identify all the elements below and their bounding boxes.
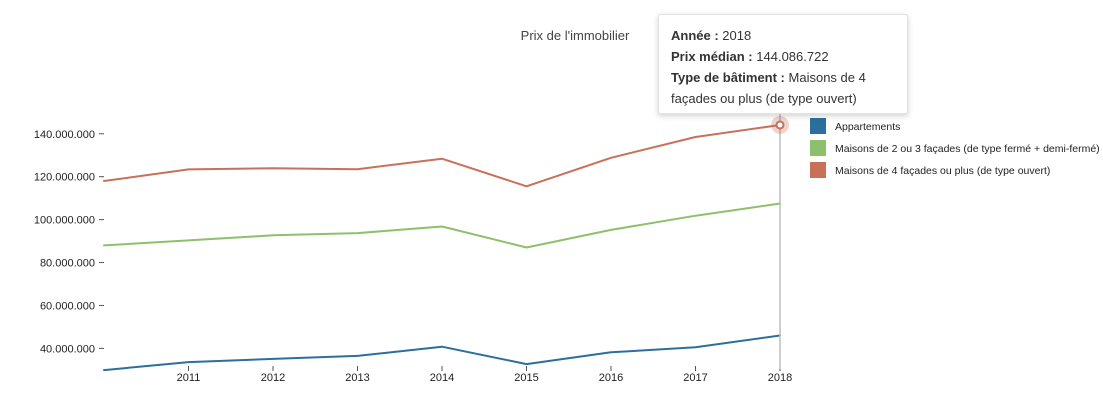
- tooltip-price-value: 144.086.722: [756, 49, 829, 64]
- x-tick-label: 2016: [599, 372, 623, 384]
- legend-label: Appartements: [835, 121, 900, 133]
- y-tick-label: 40.000.000: [40, 343, 95, 355]
- legend-swatch: [810, 118, 826, 134]
- x-tick-label: 2012: [261, 372, 285, 384]
- legend-swatch: [810, 162, 826, 178]
- y-tick-label: 80.000.000: [40, 258, 95, 270]
- x-tick-label: 2014: [430, 372, 454, 384]
- hover-point-marker: [771, 115, 789, 134]
- hover-point-dot: [775, 120, 785, 130]
- x-tick-label: 2011: [177, 372, 201, 384]
- y-tick-label: 100.000.000: [34, 215, 95, 227]
- series-line-1: [103, 202, 781, 249]
- legend-label: Maisons de 2 ou 3 façades (de type fermé…: [835, 143, 1100, 155]
- tooltip-type-row: Type de bâtiment : Maisons de 4 façades …: [671, 67, 895, 109]
- legend-swatch: [810, 140, 826, 156]
- tooltip-price-row: Prix médian : 144.086.722: [671, 46, 895, 67]
- legend: Appartements Maisons de 2 ou 3 façades (d…: [810, 118, 1100, 178]
- y-tick-label: 120.000.000: [34, 172, 95, 184]
- legend-label: Maisons de 4 façades ou plus (de type ou…: [835, 165, 1050, 177]
- x-tick-label: 2017: [683, 372, 707, 384]
- x-tick-label: 2013: [345, 372, 369, 384]
- y-axis: 40.000.000 60.000.000 80.000.000 100.000.00…: [34, 129, 104, 355]
- x-tick-label: 2018: [768, 372, 792, 384]
- x-tick-label: 2015: [514, 372, 538, 384]
- series-lines: [103, 124, 781, 372]
- chart-title: Prix de l'immobilier: [521, 28, 630, 43]
- tooltip-year-row: Année : 2018: [671, 25, 895, 46]
- data-tooltip: Année : 2018 Prix médian : 144.086.722 T…: [658, 14, 908, 114]
- tooltip-type-label: Type de bâtiment :: [671, 70, 785, 85]
- tooltip-year-label: Année :: [671, 28, 719, 43]
- series-line-2: [103, 124, 781, 188]
- tooltip-year-value: 2018: [722, 28, 752, 43]
- tooltip-price-label: Prix médian :: [671, 49, 753, 64]
- x-axis: 2011 2012 2013 2014 2015 2016 2017 2018: [177, 366, 792, 384]
- y-tick-label: 60.000.000: [40, 300, 95, 312]
- y-tick-label: 140.000.000: [34, 129, 95, 141]
- tooltip-type-value: Maisons de 4 façades ou plus (de type ou…: [671, 70, 866, 106]
- series-line-0: [103, 334, 781, 372]
